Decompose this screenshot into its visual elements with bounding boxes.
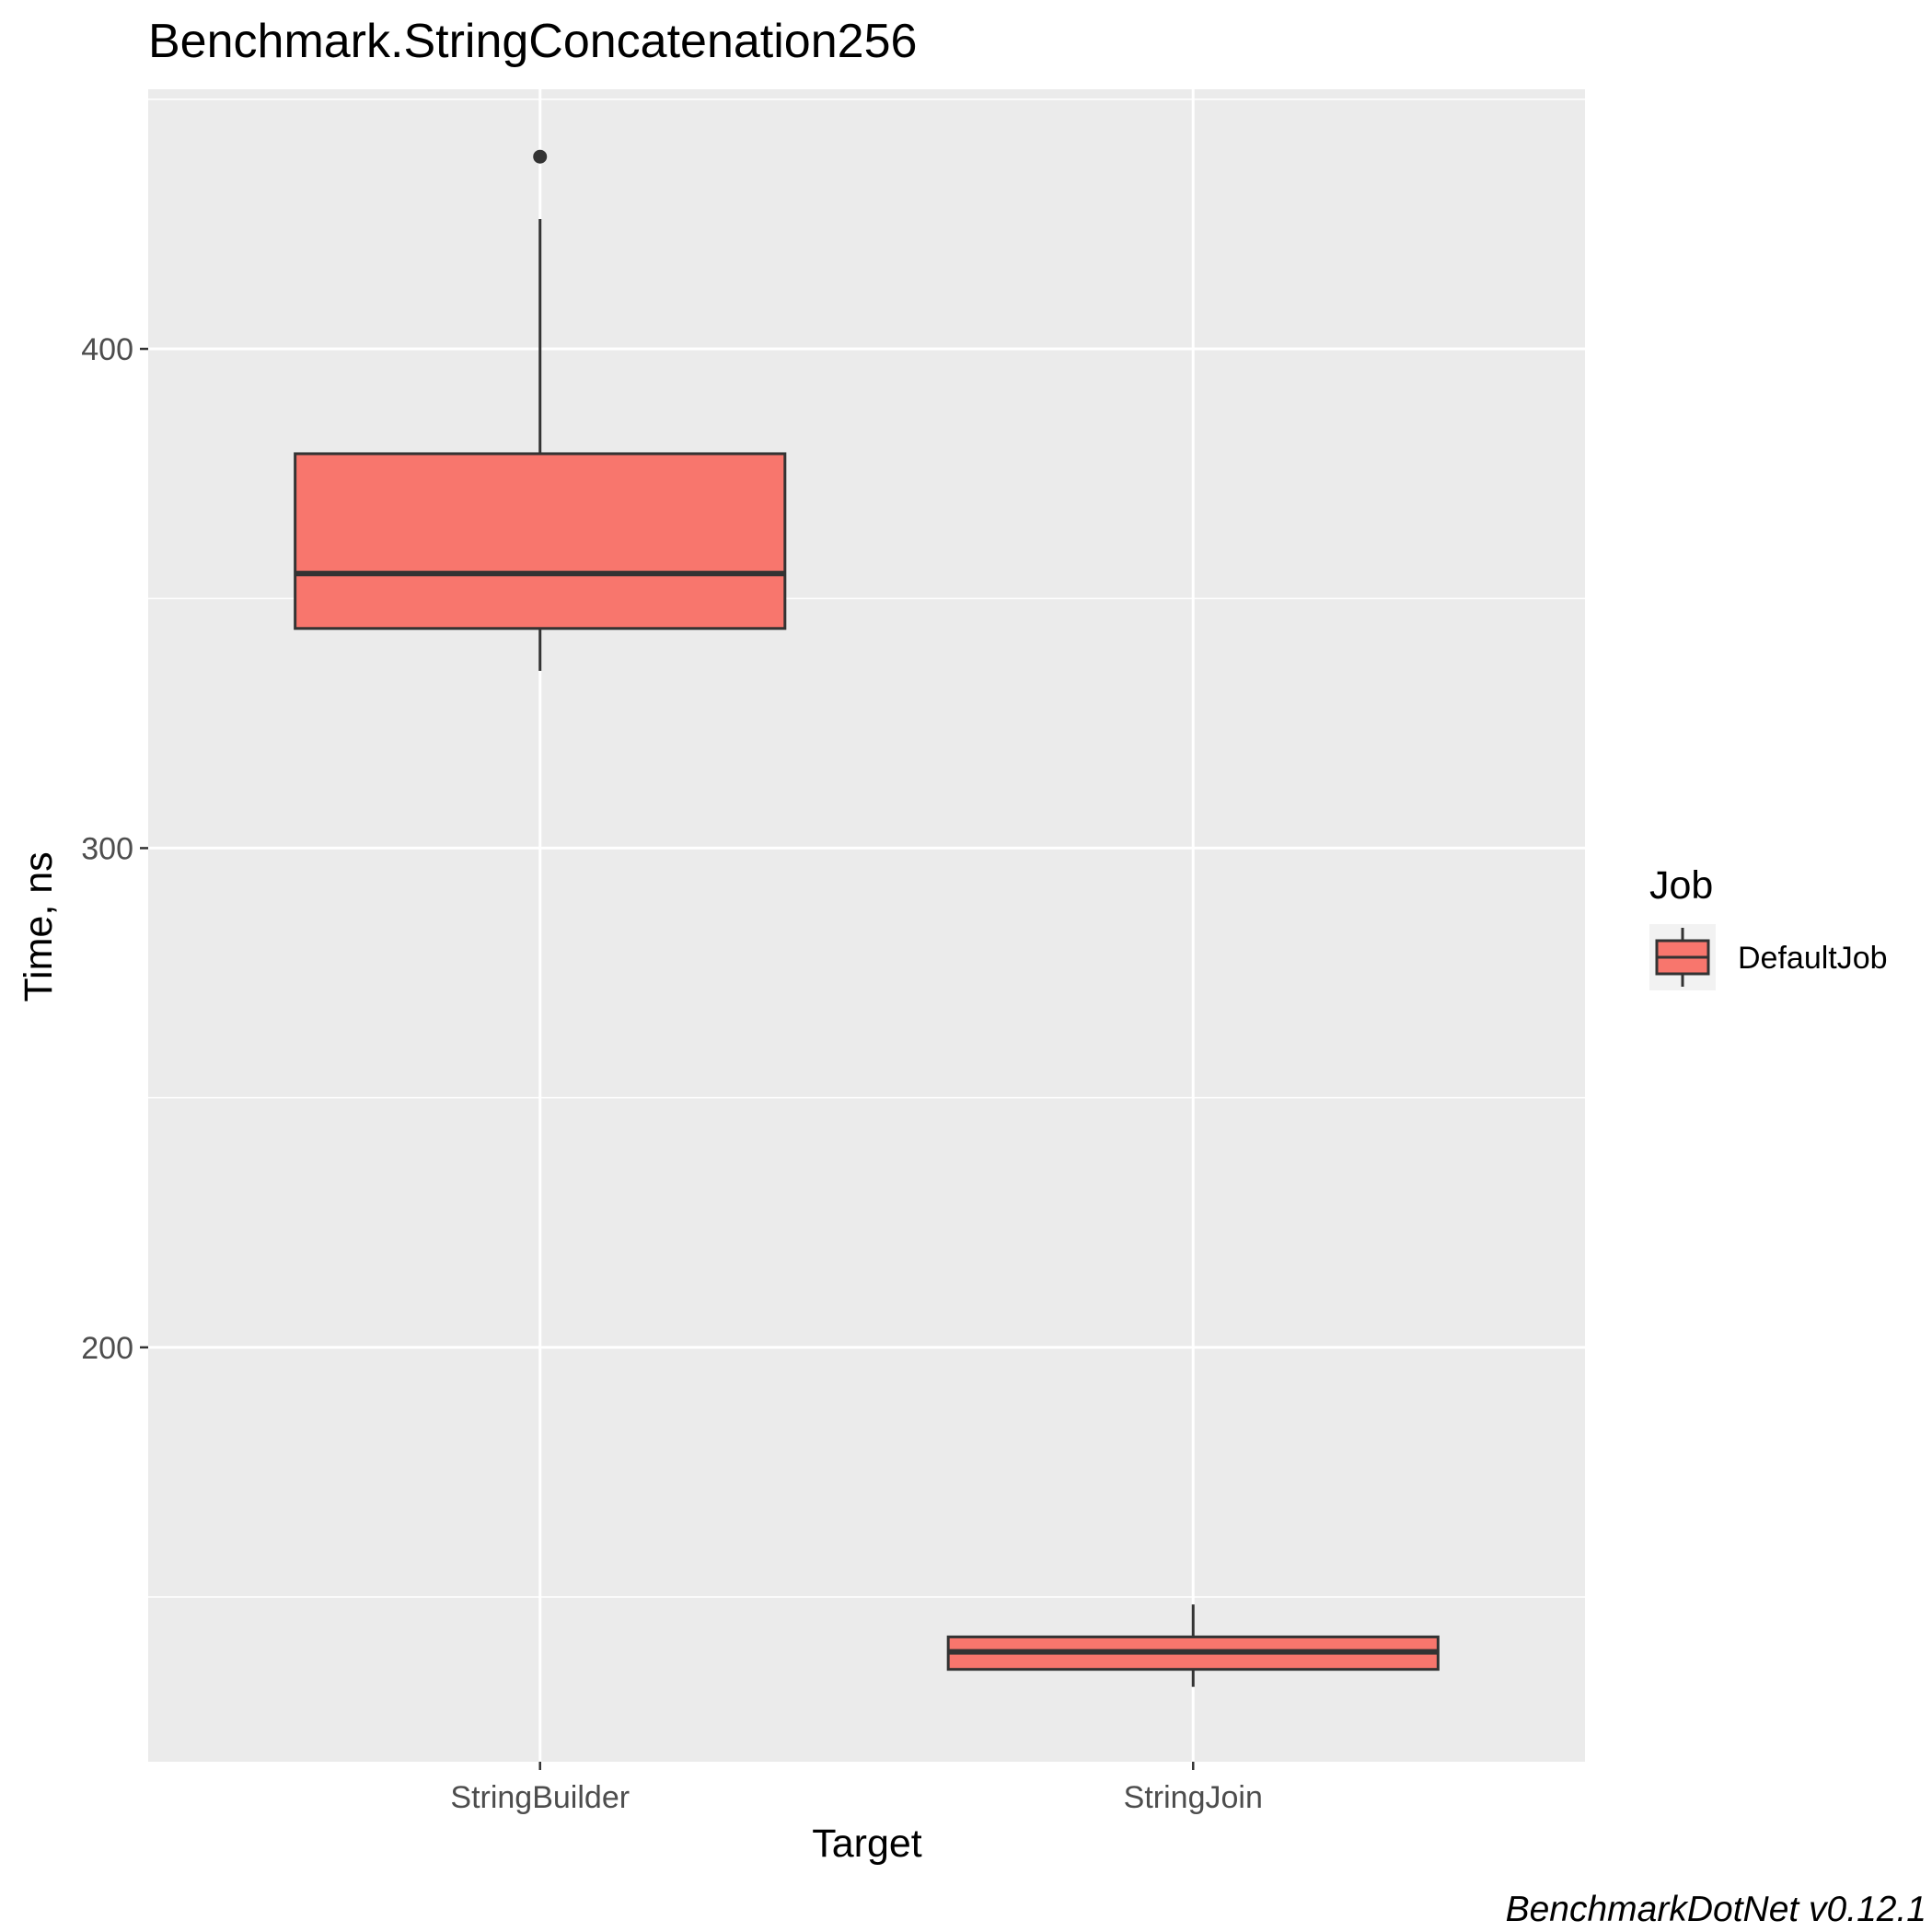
caption: BenchmarkDotNet v0.12.1 <box>1506 1890 1926 1929</box>
box-iqr <box>294 452 787 631</box>
y-tick-label: 300 <box>81 831 133 866</box>
x-tick-label: StringJoin <box>1124 1780 1263 1815</box>
chart-title: Benchmark.StringConcatenation256 <box>148 15 917 68</box>
outlier-point <box>533 149 548 164</box>
y-tick-label: 200 <box>81 1331 133 1366</box>
box-stringjoin <box>946 1604 1440 1687</box>
x-tick-label: StringBuilder <box>450 1780 630 1815</box>
x-axis: StringBuilder StringJoin <box>450 1762 1263 1815</box>
boxes <box>294 149 1440 1687</box>
plot-panel <box>148 89 1585 1762</box>
major-gridlines <box>148 89 1585 1762</box>
y-axis: 200 300 400 <box>81 332 148 1366</box>
legend-label-defaultjob: DefaultJob <box>1738 941 1888 976</box>
x-axis-title: Target <box>812 1822 922 1866</box>
legend-title: Job <box>1649 863 1713 908</box>
box-stringbuilder <box>294 149 787 671</box>
y-tick-label: 400 <box>81 332 133 367</box>
legend: Job DefaultJob <box>1649 863 1888 990</box>
y-axis-title: Time, ns <box>17 851 61 1001</box>
